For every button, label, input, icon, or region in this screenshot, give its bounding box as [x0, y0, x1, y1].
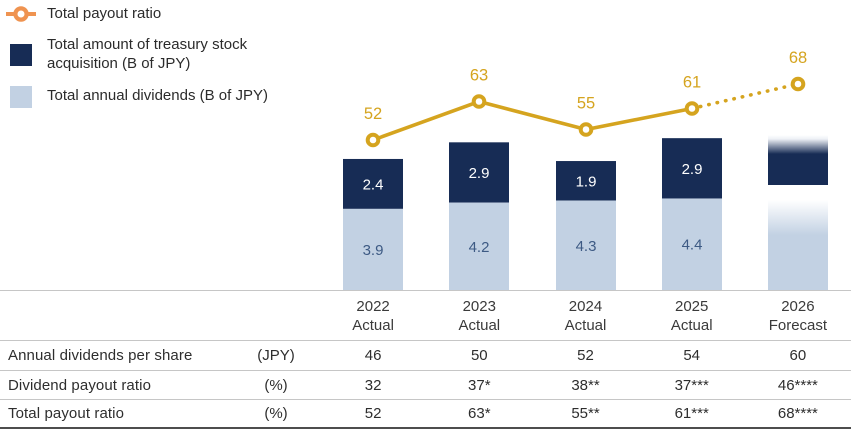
payout-ratio-value-label: 55 — [577, 95, 595, 113]
cell-value: 52 — [364, 405, 382, 422]
stacked-bar-line-chart: 2.4 3.9 2.9 4.2 1.9 4.3 2.9 4.4 52 63 55 61 68 — [343, 49, 828, 290]
dividends-value-label: 4.3 — [576, 238, 597, 255]
legend-label: Total payout ratio — [47, 5, 162, 22]
payout-table: 2022 Actual 2023 Actual 2024 Actual 2025 Act… — [0, 290, 851, 429]
table-header-row: 2022 Actual 2023 Actual 2024 Actual 2025 Act… — [0, 290, 851, 341]
payout-ratio-point — [365, 132, 381, 148]
column-header-2022: 2022 Actual — [352, 297, 394, 334]
dividends-value-label: 4.4 — [682, 237, 703, 254]
dividends-value-label: 4.2 — [469, 239, 490, 256]
legend-label: Total amount of treasury stock acquisiti… — [47, 35, 248, 72]
bar-2026-forecast — [768, 135, 828, 290]
cell-value: 32 — [364, 376, 382, 394]
row-unit: (JPY) — [257, 347, 295, 364]
column-header-2023: 2023 Actual — [458, 297, 501, 334]
payout-ratio-point — [471, 94, 487, 109]
dividends-value-label: 3.9 — [363, 242, 384, 259]
treasury-value-label: 2.4 — [363, 176, 384, 193]
legend-label: Total annual dividends (B of JPY) — [47, 87, 268, 105]
payout-ratio-value-label: 63 — [470, 67, 488, 85]
payout-ratio-point — [684, 101, 700, 116]
payout-ratio-value-label: 61 — [683, 74, 701, 92]
column-header-2026: 2026 Forecast — [768, 297, 828, 334]
row-unit: (%) — [264, 405, 288, 422]
payout-ratio-point — [578, 122, 594, 137]
legend-item-total-payout-ratio: Total payout ratio — [6, 5, 268, 24]
payout-ratio-line-dotted — [690, 82, 800, 111]
cell-value: 55** — [571, 405, 600, 422]
column-header-2024: 2024 Actual — [564, 297, 607, 334]
cell-value: 46 — [364, 347, 382, 364]
legend-item-treasury-stock: Total amount of treasury stock acquisiti… — [6, 36, 268, 74]
cell-value: 38** — [571, 376, 600, 394]
navy-square-icon — [6, 43, 36, 66]
cell-value: 54 — [683, 347, 701, 364]
legend: Total payout ratio Total amount of treas… — [6, 5, 268, 108]
cell-value: 63* — [468, 405, 491, 422]
row-unit: (%) — [264, 376, 288, 394]
payout-ratio-point — [790, 76, 806, 92]
cell-value: 68**** — [777, 405, 818, 422]
line-ring-icon — [6, 5, 36, 23]
payout-ratio-value-label: 52 — [364, 105, 382, 123]
payout-chart-area: Total payout ratio Total amount of treas… — [6, 5, 828, 290]
cell-value: 46**** — [777, 376, 818, 394]
cell-value: 37*** — [674, 376, 709, 394]
table-row-total-payout-ratio: Total payout ratio (%) 52 63* 55** 61***… — [0, 400, 851, 429]
row-label: Annual dividends per share — [8, 347, 193, 364]
bar-2025: 2.9 4.4 — [662, 138, 722, 290]
cell-value: 61*** — [674, 405, 709, 422]
cell-value: 60 — [789, 347, 807, 364]
treasury-value-label: 2.9 — [682, 161, 703, 178]
payout-ratio-line-solid — [372, 99, 693, 142]
payout-ratio-value-label: 68 — [789, 49, 807, 67]
legend-item-annual-dividends: Total annual dividends (B of JPY) — [6, 85, 268, 108]
column-header-2025: 2025 Actual — [670, 297, 713, 334]
cell-value: 52 — [577, 347, 594, 364]
lightblue-square-icon — [6, 85, 36, 108]
row-label: Dividend payout ratio — [8, 376, 152, 394]
cell-value: 37* — [468, 376, 491, 394]
bar-2023: 2.9 4.2 — [449, 142, 509, 290]
treasury-value-label: 2.9 — [469, 165, 490, 182]
bar-2024: 1.9 4.3 — [556, 161, 616, 290]
table-row-annual-dividends-per-share: Annual dividends per share (JPY) 46 50 5… — [0, 341, 851, 371]
cell-value: 50 — [470, 347, 488, 364]
bar-2022: 2.4 3.9 — [343, 158, 403, 290]
row-label: Total payout ratio — [8, 405, 125, 422]
treasury-value-label: 1.9 — [576, 173, 597, 190]
table-row-dividend-payout-ratio: Dividend payout ratio (%) 32 37* 38** 37… — [0, 371, 851, 400]
